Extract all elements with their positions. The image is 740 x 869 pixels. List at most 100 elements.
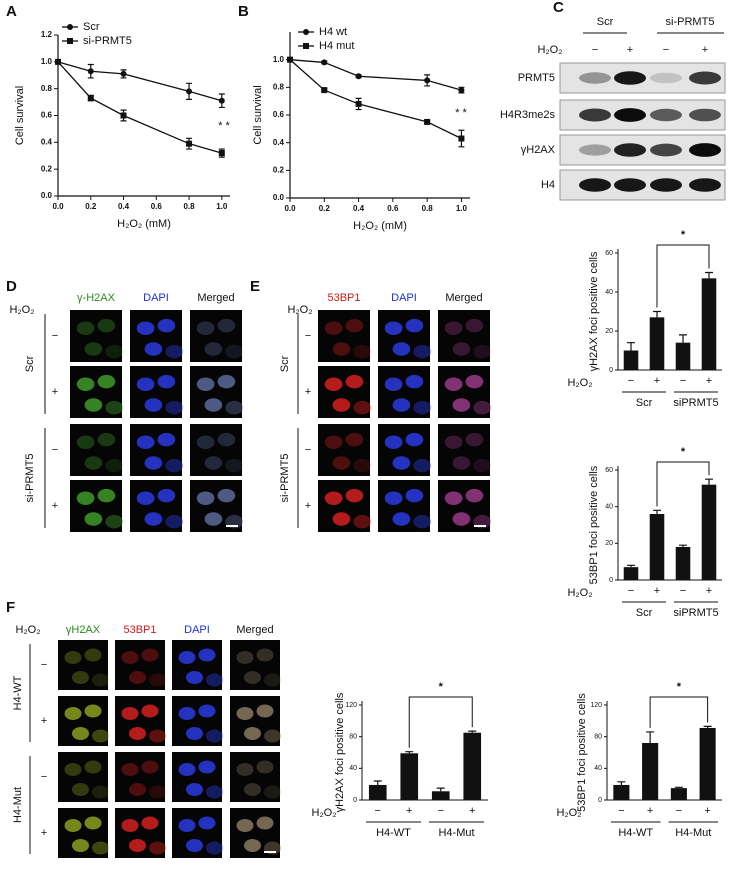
nucleus — [353, 344, 372, 359]
x-tick-label: + — [406, 805, 412, 817]
micrograph — [58, 752, 108, 802]
legend-label: H4 mut — [319, 40, 354, 52]
y-tick-label: 0.0 — [273, 193, 285, 202]
nucleus — [392, 456, 411, 470]
y-tick-label: 1.2 — [41, 30, 53, 39]
annotation: * — [681, 446, 686, 458]
y-tick-label: 1.0 — [273, 55, 285, 64]
y-axis-label: Cell survival — [252, 85, 264, 144]
nucleus — [149, 729, 166, 743]
x-tick-label: + — [706, 585, 712, 597]
nucleus — [92, 841, 109, 855]
x-tick-label: − — [676, 805, 682, 817]
blot-band — [689, 108, 721, 122]
nucleus — [196, 435, 215, 449]
treatment-label: H₂O₂ — [311, 807, 336, 819]
nucleus — [345, 432, 364, 447]
group-label: H4-WT — [618, 827, 653, 839]
legend-marker — [303, 29, 309, 35]
legend-marker — [303, 43, 309, 49]
nucleus — [165, 458, 184, 473]
nucleus — [324, 435, 343, 449]
nucleus — [444, 321, 463, 335]
x-tick-label: 0.0 — [284, 204, 296, 213]
nucleus — [353, 400, 372, 415]
point — [87, 95, 94, 102]
y-tick-label: 0.0 — [41, 191, 53, 200]
nucleus — [324, 377, 343, 391]
nucleus — [198, 704, 216, 718]
blot-band — [614, 143, 646, 157]
nucleus — [244, 671, 261, 684]
group-label: siPRMT5 — [673, 397, 718, 409]
micrograph — [70, 424, 122, 476]
row-label: + — [305, 500, 311, 512]
channel-label: DAPI — [184, 624, 210, 636]
nucleus — [345, 488, 364, 503]
nucleus — [84, 398, 103, 412]
nucleus — [206, 673, 223, 687]
bar — [623, 567, 639, 580]
nucleus — [64, 763, 82, 776]
group-label: Scr — [279, 355, 291, 372]
channel-label: γH2AX — [66, 624, 101, 636]
row-label: + — [52, 386, 58, 398]
nucleus — [157, 374, 176, 389]
nucleus — [465, 432, 484, 447]
legend-label: Scr — [83, 21, 100, 33]
point — [87, 68, 94, 75]
nucleus — [236, 763, 254, 776]
nucleus — [144, 512, 163, 526]
nucleus — [92, 785, 109, 799]
bar — [701, 278, 717, 370]
nucleus — [217, 488, 236, 503]
micrograph — [58, 640, 108, 690]
legend-marker — [67, 38, 73, 44]
channel-label: DAPI — [143, 292, 169, 304]
nucleus — [76, 377, 95, 391]
y-tick-label: 40 — [594, 765, 602, 772]
y-tick-label: 40 — [605, 504, 613, 511]
x-tick-label: 0.0 — [52, 202, 64, 211]
y-tick-label: 20 — [605, 328, 613, 335]
micrograph — [115, 752, 165, 802]
nucleus — [198, 648, 216, 662]
error-bar — [705, 271, 713, 279]
nucleus — [405, 432, 424, 447]
x-tick-label: − — [618, 805, 624, 817]
group-label: Scr — [636, 397, 653, 409]
y-tick-label: 0.6 — [273, 110, 285, 119]
nucleus — [264, 785, 281, 799]
channel-label: 53BP1 — [123, 624, 156, 636]
channel-label: γ-H2AX — [77, 292, 116, 304]
blot-row-label: H4 — [541, 179, 555, 191]
error-bar — [627, 564, 635, 568]
x-tick-label: + — [706, 375, 712, 387]
nucleus — [136, 435, 155, 449]
bar — [431, 791, 450, 800]
point — [355, 100, 362, 107]
blot-band — [650, 143, 682, 157]
y-tick-label: 0.2 — [273, 165, 285, 174]
nucleus — [405, 318, 424, 333]
nucleus — [392, 512, 411, 526]
x-axis-label: H₂O₂ (mM) — [117, 218, 171, 230]
error-bar — [703, 725, 712, 728]
nucleus — [256, 648, 274, 662]
error-bar — [646, 731, 655, 743]
group-label: H4-Mut — [438, 827, 474, 839]
micrograph — [318, 424, 370, 476]
nucleus — [413, 400, 432, 415]
panel-label: C — [553, 0, 564, 16]
nucleus — [473, 344, 492, 359]
x-tick-label: 0.8 — [422, 204, 434, 213]
annotation: * — [681, 229, 686, 241]
nucleus — [204, 342, 223, 356]
nucleus — [136, 321, 155, 335]
row-label: + — [41, 827, 47, 839]
blot-band — [579, 178, 611, 192]
x-tick-label: 0.8 — [183, 202, 195, 211]
nucleus — [136, 377, 155, 391]
nucleus — [452, 456, 471, 470]
lane-label: − — [592, 44, 598, 56]
